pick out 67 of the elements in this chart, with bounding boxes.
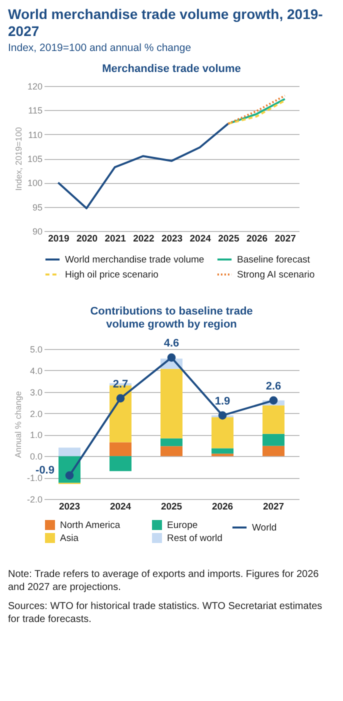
y-tick-label: 110 <box>28 129 42 140</box>
text: Note: Trade refers to average of exports and imports. Figures for 2026 and 2027 are projections. <box>8 568 320 595</box>
bar <box>212 416 234 448</box>
x-tick-label: 2025 <box>218 233 240 244</box>
bar <box>212 448 234 454</box>
x-tick-label: 2021 <box>104 233 127 244</box>
y-tick-label: 0.0 <box>30 451 42 462</box>
legend-label: World merchandise trade volume <box>65 254 204 266</box>
point <box>65 470 74 480</box>
legend-label: Europe <box>167 520 198 531</box>
bar <box>262 404 284 434</box>
legend-label: Baseline forecast <box>237 254 310 266</box>
y-tick-label: 120 <box>27 81 42 92</box>
x-tick-label: 2026 <box>246 233 268 244</box>
text: Index, 2019=100 and annual % change <box>8 42 192 54</box>
y-tick-label: -2.0 <box>26 494 42 504</box>
bar <box>160 438 182 446</box>
y-tick-label: 3.0 <box>30 386 42 397</box>
y-tick-label: 105 <box>27 154 42 164</box>
chart-title: Contributions to baseline trade volume growth by region <box>90 305 253 330</box>
x-tick-label: 2019 <box>48 233 70 244</box>
legend-label: North America <box>60 520 121 531</box>
bar <box>58 447 80 456</box>
y-tick-label: 5.0 <box>30 344 42 354</box>
data-label: 1.9 <box>214 395 230 408</box>
y-tick-label: 100 <box>27 178 42 188</box>
data-label: 4.6 <box>164 337 180 350</box>
legend-label: Rest of world <box>167 532 222 544</box>
x-tick-label: 2027 <box>274 233 296 244</box>
data-label: 2.6 <box>266 380 282 392</box>
bar <box>160 368 182 438</box>
point <box>167 353 176 362</box>
y-axis-title: Index, 2019=100 <box>13 126 24 190</box>
point <box>269 396 278 404</box>
text: World merchandise trade volume growth, 2019-2027 <box>8 6 324 40</box>
legend-label: World <box>252 522 277 534</box>
legend-label: High oil price scenario <box>65 269 158 280</box>
y-tick-label: 115 <box>28 105 42 116</box>
bar <box>212 453 234 456</box>
point <box>218 410 227 420</box>
y-tick-label: -1.0 <box>26 472 42 483</box>
x-tick-label: 2024 <box>110 501 132 512</box>
x-tick-label: 2020 <box>76 233 98 244</box>
bar <box>262 445 284 456</box>
legend-label: Asia <box>60 532 80 544</box>
bar <box>110 442 132 456</box>
y-axis-title: Annual % change <box>12 390 23 458</box>
chart-title: Merchandise trade volume <box>102 62 241 75</box>
x-tick-label: 2024 <box>190 233 212 244</box>
x-tick-label: 2022 <box>133 233 154 244</box>
bar <box>262 433 284 446</box>
y-tick-label: 95 <box>32 202 42 212</box>
y-tick-label: 90 <box>32 226 42 236</box>
line-series <box>57 122 230 209</box>
x-tick-label: 2023 <box>58 501 80 512</box>
y-tick-label: 2.0 <box>30 408 42 418</box>
bar <box>160 446 182 456</box>
x-tick-label: 2026 <box>212 501 234 512</box>
x-tick-label: 2027 <box>262 501 284 512</box>
y-tick-label: 4.0 <box>30 366 42 376</box>
legend-label: Strong AI scenario <box>237 269 315 280</box>
y-tick-label: 1.0 <box>30 430 42 440</box>
x-tick-label: 2023 <box>161 233 183 244</box>
x-tick-label: 2025 <box>160 501 183 512</box>
point <box>116 394 125 402</box>
bar <box>110 456 132 471</box>
source-note: Sources: WTO for historical trade statistics. WTO Secretariat estimates for trade forecasts. <box>8 600 324 627</box>
